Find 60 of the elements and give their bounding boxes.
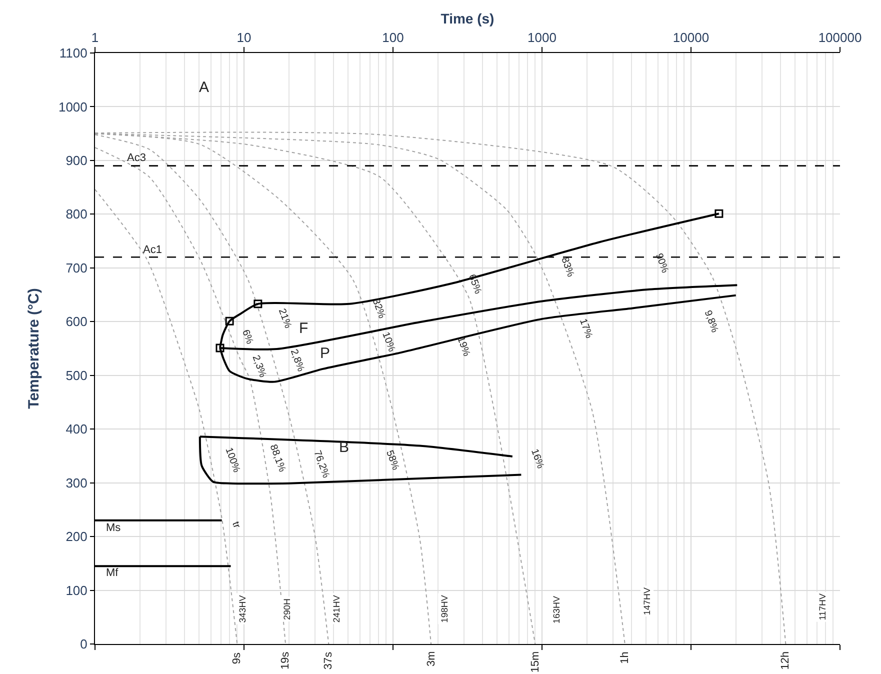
annotation: 19s xyxy=(280,651,292,670)
y-tick-label: 300 xyxy=(66,475,88,490)
annotation: 37s xyxy=(322,651,335,670)
annotation: 65% xyxy=(466,272,484,296)
annotation: 198HV xyxy=(440,595,450,623)
annotation: 76,2% xyxy=(311,449,332,480)
annotation: 10% xyxy=(380,330,397,354)
annotation: A xyxy=(199,79,210,96)
annotation: B xyxy=(339,439,350,456)
y-tick-label: 1000 xyxy=(58,99,88,114)
y-tick-label: 600 xyxy=(66,314,88,330)
annotation: 6% xyxy=(240,328,255,346)
annotation: 17% xyxy=(577,317,594,340)
y-tick-label: 0 xyxy=(80,636,88,652)
y-tick-label: 700 xyxy=(66,260,88,276)
y-tick-label: 200 xyxy=(66,529,88,544)
x-tick-label: 10 xyxy=(236,30,252,45)
annotation: Mf xyxy=(106,567,120,579)
annotation: 2,3% xyxy=(250,354,268,380)
annotation: Ac3 xyxy=(127,152,146,164)
y-tick-label: 500 xyxy=(66,368,88,383)
annotation: Ac1 xyxy=(143,244,162,256)
annotation: 88,1% xyxy=(267,443,288,474)
annotation: 117HV xyxy=(818,593,828,620)
x-axis-title: Time (s) xyxy=(440,10,494,26)
annotation: 12h xyxy=(780,651,792,670)
x-tick-label: 10000 xyxy=(672,30,710,45)
x-tick-label: 1000 xyxy=(528,30,556,45)
annotation: F xyxy=(299,320,308,337)
annotation: 19% xyxy=(454,335,472,358)
annotation: 147HV xyxy=(642,588,652,616)
y-tick-label: 1100 xyxy=(59,46,88,61)
y-tick-label: 800 xyxy=(66,206,88,222)
x-tick-label: 100 xyxy=(382,30,404,45)
y-tick-label: 400 xyxy=(66,422,88,437)
y-axis-title: Temperature (°C) xyxy=(26,288,43,409)
annotation: 90% xyxy=(652,252,670,275)
annotation: 343HV xyxy=(238,595,248,623)
annotation: 32% xyxy=(370,297,388,320)
annotation: 16% xyxy=(528,448,546,470)
y-tick-label: 900 xyxy=(66,153,88,168)
annotation: 83% xyxy=(558,256,576,279)
annotation: 1h xyxy=(618,652,631,664)
annotation: 2,8% xyxy=(288,348,306,374)
annotation: 3m xyxy=(426,651,438,667)
annotation: 9s xyxy=(231,652,244,664)
y-tick-label: 100 xyxy=(66,582,88,598)
annotation: 58% xyxy=(384,449,401,472)
annotation: 15m xyxy=(530,651,542,673)
annotation: 241HV xyxy=(331,595,342,623)
annotation: P xyxy=(320,345,330,362)
x-tick-label: 100000 xyxy=(818,30,862,45)
annotation: 290H xyxy=(282,598,292,620)
annotation: 21% xyxy=(276,307,294,330)
annotation: tr xyxy=(230,520,242,530)
annotation: 163HV xyxy=(551,596,562,624)
annotation: Ms xyxy=(106,522,122,534)
annotation: 9,8% xyxy=(702,308,720,334)
x-tick-label: 1 xyxy=(91,30,99,45)
annotation: 100% xyxy=(222,446,242,474)
